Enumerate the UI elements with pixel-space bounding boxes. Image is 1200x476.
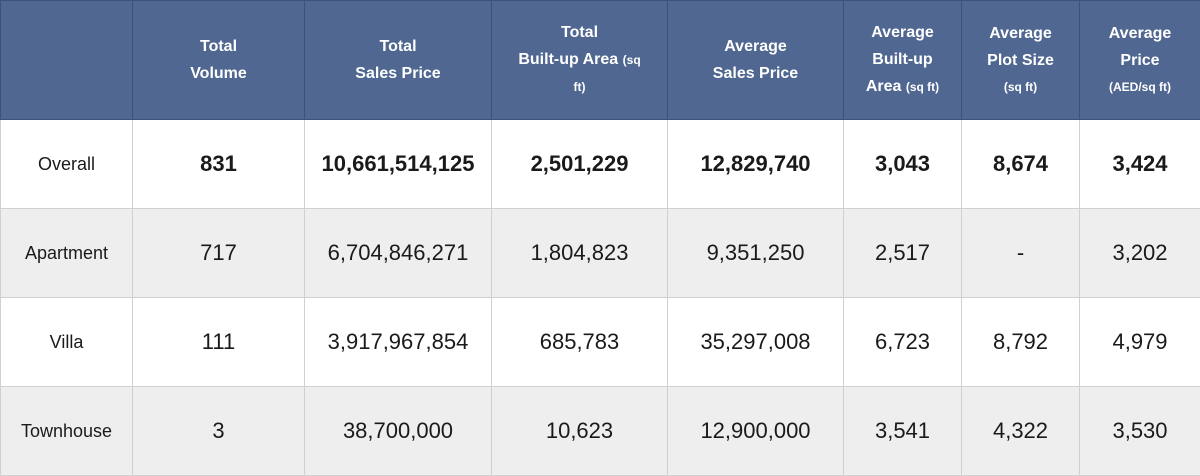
table-header: Total Volume Total Sales Price Total Bui… [1,1,1200,120]
row-label: Townhouse [1,387,133,476]
header-text: Total [311,33,485,60]
cell-average-sales-price: 35,297,008 [668,298,844,387]
table-row-villa: Villa 111 3,917,967,854 685,783 35,297,0… [1,298,1200,387]
cell-average-built-up-area: 2,517 [844,209,962,298]
row-label: Apartment [1,209,133,298]
header-corner [1,1,133,120]
cell-total-built-up-area: 2,501,229 [492,120,668,209]
cell-average-built-up-area: 6,723 [844,298,962,387]
header-total-sales-price: Total Sales Price [305,1,492,120]
cell-total-sales-price: 38,700,000 [305,387,492,476]
header-text: Average [850,19,955,46]
cell-total-volume: 717 [133,209,305,298]
header-unit: (sq [623,53,641,67]
cell-average-plot-size: 8,674 [962,120,1080,209]
cell-total-volume: 111 [133,298,305,387]
cell-total-sales-price: 3,917,967,854 [305,298,492,387]
cell-average-built-up-area: 3,043 [844,120,962,209]
cell-total-built-up-area: 1,804,823 [492,209,668,298]
cell-average-plot-size: - [962,209,1080,298]
header-unit: (sq ft) [906,80,939,94]
header-total-volume: Total Volume [133,1,305,120]
table-row-overall: Overall 831 10,661,514,125 2,501,229 12,… [1,120,1200,209]
cell-average-price: 3,530 [1080,387,1200,476]
header-text: Volume [139,60,298,87]
header-average-price: Average Price (AED/sq ft) [1080,1,1200,120]
header-text: Average [1086,20,1194,47]
header-unit: (AED/sq ft) [1086,74,1194,101]
cell-average-sales-price: 12,829,740 [668,120,844,209]
header-unit: (sq ft) [968,74,1073,101]
header-average-built-up-area: Average Built-up Area (sq ft) [844,1,962,120]
cell-average-price: 4,979 [1080,298,1200,387]
header-text: Plot Size [968,47,1073,74]
cell-average-sales-price: 12,900,000 [668,387,844,476]
table-row-townhouse: Townhouse 3 38,700,000 10,623 12,900,000… [1,387,1200,476]
cell-total-volume: 3 [133,387,305,476]
header-text: Built-up Area [518,51,618,68]
header-total-built-up-area: Total Built-up Area (sq ft) [492,1,668,120]
header-average-sales-price: Average Sales Price [668,1,844,120]
header-text-wrap: Built-up Area (sq [498,46,661,74]
row-label: Villa [1,298,133,387]
cell-average-built-up-area: 3,541 [844,387,962,476]
cell-average-plot-size: 4,322 [962,387,1080,476]
cell-average-price: 3,202 [1080,209,1200,298]
cell-total-built-up-area: 10,623 [492,387,668,476]
header-text: Price [1086,47,1194,74]
cell-average-price: 3,424 [1080,120,1200,209]
header-text: Total [498,19,661,46]
header-text-wrap: Area (sq ft) [850,73,955,101]
header-text: Sales Price [311,60,485,87]
header-text: Average [674,33,837,60]
cell-total-volume: 831 [133,120,305,209]
table-row-apartment: Apartment 717 6,704,846,271 1,804,823 9,… [1,209,1200,298]
header-text: Total [139,33,298,60]
header-average-plot-size: Average Plot Size (sq ft) [962,1,1080,120]
table-body: Overall 831 10,661,514,125 2,501,229 12,… [1,120,1200,476]
header-text: Built-up [850,46,955,73]
header-text: Average [968,20,1073,47]
header-row: Total Volume Total Sales Price Total Bui… [1,1,1200,120]
header-unit: ft) [498,74,661,101]
cell-average-sales-price: 9,351,250 [668,209,844,298]
cell-total-built-up-area: 685,783 [492,298,668,387]
row-label: Overall [1,120,133,209]
cell-total-sales-price: 10,661,514,125 [305,120,492,209]
header-text: Sales Price [674,60,837,87]
cell-average-plot-size: 8,792 [962,298,1080,387]
cell-total-sales-price: 6,704,846,271 [305,209,492,298]
header-text: Area [866,78,902,95]
